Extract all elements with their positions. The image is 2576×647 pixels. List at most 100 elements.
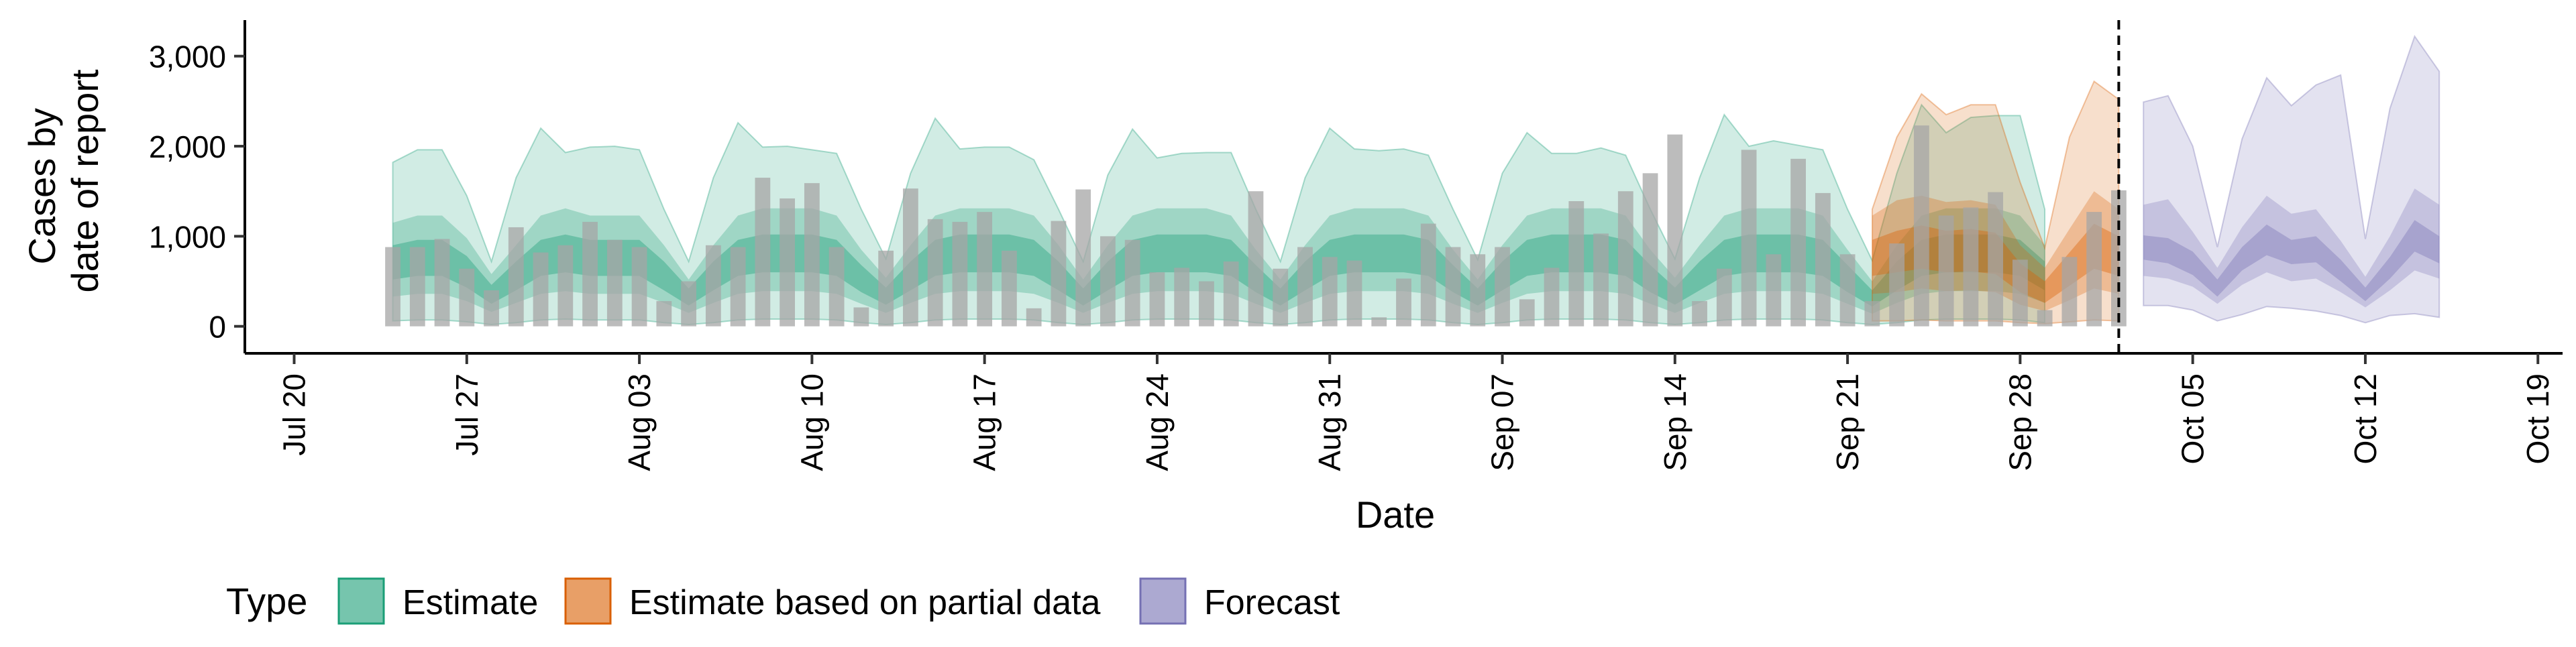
reported-cases-bar xyxy=(1248,191,1264,327)
reported-cases-bar xyxy=(385,247,400,327)
reported-cases-bar xyxy=(730,247,746,327)
reported-cases-bar xyxy=(878,250,894,327)
reported-cases-bar xyxy=(1149,272,1165,327)
reported-cases-bar xyxy=(582,221,598,327)
reported-cases-bar xyxy=(1495,247,1510,327)
reported-cases-bar xyxy=(1371,317,1387,327)
reported-cases-bar xyxy=(1938,215,1954,327)
reported-cases-bar xyxy=(780,198,796,327)
x-tick-label: Oct 12 xyxy=(2348,373,2383,465)
forecast-series xyxy=(2143,35,2440,324)
reported-cases-bar xyxy=(459,268,475,327)
legend-key-forecast xyxy=(1139,577,1187,625)
x-tick-label: Sep 14 xyxy=(1658,373,1693,471)
reported-cases-bar xyxy=(1420,223,1436,327)
forecast-band-outer xyxy=(2143,35,2440,324)
x-tick-label: Sep 21 xyxy=(1830,373,1865,471)
x-tick-label: Aug 24 xyxy=(1140,373,1175,471)
reported-cases-bar xyxy=(656,301,672,327)
y-axis-title-line-2: date of report xyxy=(64,69,106,293)
reported-cases-bar xyxy=(1790,158,1806,327)
reported-cases-bar xyxy=(681,281,696,327)
reported-cases-bar xyxy=(1223,261,1239,327)
legend-label-estimate: Estimate xyxy=(402,583,538,622)
reported-cases-bar xyxy=(1642,173,1658,327)
reported-cases-bar xyxy=(2086,212,2102,327)
reported-cases-bar xyxy=(557,245,574,327)
bands-layer xyxy=(392,35,2440,326)
reported-cases-bar xyxy=(828,247,845,327)
reported-cases-bar xyxy=(508,227,524,327)
y-tick-label: 3,000 xyxy=(149,40,226,74)
reported-cases-bar xyxy=(1297,247,1313,327)
legend-title: Type xyxy=(226,580,307,622)
x-tick-label: Jul 20 xyxy=(277,373,312,456)
reported-cases-bar xyxy=(606,239,623,327)
reported-cases-bar xyxy=(1174,268,1190,327)
reported-cases-bar xyxy=(853,307,869,327)
reported-cases-bar xyxy=(1075,189,1091,327)
reported-cases-bar xyxy=(2012,259,2028,327)
reported-cases-bar xyxy=(1273,268,1289,327)
y-tick-label: 1,000 xyxy=(149,219,226,254)
reported-cases-bar xyxy=(1593,233,1609,327)
legend-label-partial: Estimate based on partial data xyxy=(629,583,1101,622)
x-tick-label: Aug 31 xyxy=(1312,373,1347,471)
x-tick-label: Aug 03 xyxy=(622,373,657,471)
forecast-band-inner xyxy=(2143,220,2440,302)
bars-layer xyxy=(385,125,2127,327)
reported-cases-bar xyxy=(804,183,820,327)
reported-cases-bar xyxy=(1692,301,1707,327)
reported-cases-bar xyxy=(1716,268,1732,327)
reported-cases-bar xyxy=(1667,134,1683,327)
reported-cases-bar xyxy=(1864,301,1880,327)
forecast-band-mid xyxy=(2143,188,2440,308)
reported-cases-bar xyxy=(952,221,968,327)
reported-cases-bar xyxy=(1568,200,1585,327)
reported-cases-bar xyxy=(1519,299,1535,327)
reported-cases-bar xyxy=(755,178,771,327)
x-tick-label: Oct 05 xyxy=(2176,373,2210,465)
reported-cases-bar xyxy=(1346,260,1362,327)
reported-cases-bar xyxy=(977,212,993,327)
reported-cases-bar xyxy=(631,247,647,327)
x-tick-label: Oct 19 xyxy=(2520,373,2555,465)
reported-cases-bar xyxy=(434,239,450,327)
reported-cases-bar xyxy=(2037,310,2053,327)
reported-cases-bar xyxy=(1322,257,1338,327)
reported-cases-bar xyxy=(1396,278,1411,327)
reported-cases-bar xyxy=(1617,191,1633,327)
reported-cases-bar xyxy=(533,252,549,327)
reported-cases-bar xyxy=(1100,236,1116,327)
x-tick-label: Sep 07 xyxy=(1485,373,1520,471)
y-tick-label: 2,000 xyxy=(149,129,226,164)
reported-cases-bar xyxy=(1889,243,1905,327)
reported-cases-bar xyxy=(1815,192,1831,327)
reported-cases-bar xyxy=(1839,254,1856,327)
x-tick-label: Sep 28 xyxy=(2002,373,2037,471)
reported-cases-bar xyxy=(1766,254,1782,327)
legend-key-estimate xyxy=(337,577,385,625)
reported-cases-bar xyxy=(409,247,425,327)
reported-cases-bar xyxy=(927,219,943,327)
reported-cases-bar xyxy=(484,290,499,327)
reported-cases-bar xyxy=(1002,250,1017,327)
reported-cases-bar xyxy=(1544,268,1560,327)
reported-cases-bar xyxy=(1741,150,1757,327)
reported-cases-bar xyxy=(1913,125,1929,327)
legend: Type Estimate Estimate based on partial … xyxy=(226,577,1340,625)
reported-cases-bar xyxy=(1124,239,1140,327)
axes-layer: 0 1,000 2,000 3,000 Jul 20 Jul 27 Aug 03 Aug 10… xyxy=(149,20,2563,471)
reported-cases-bar xyxy=(1199,281,1214,327)
reported-cases-bar xyxy=(2061,257,2078,327)
reported-cases-bar xyxy=(1963,207,1979,327)
reported-cases-bar xyxy=(902,188,918,327)
y-axis-title: Cases by date of report xyxy=(21,69,106,293)
x-axis-title: Date xyxy=(1356,493,1435,536)
x-tick-label: Jul 27 xyxy=(449,373,484,456)
reported-cases-bar xyxy=(1470,254,1486,327)
reported-cases-bar xyxy=(1051,221,1067,327)
y-tick-label: 0 xyxy=(209,310,226,345)
